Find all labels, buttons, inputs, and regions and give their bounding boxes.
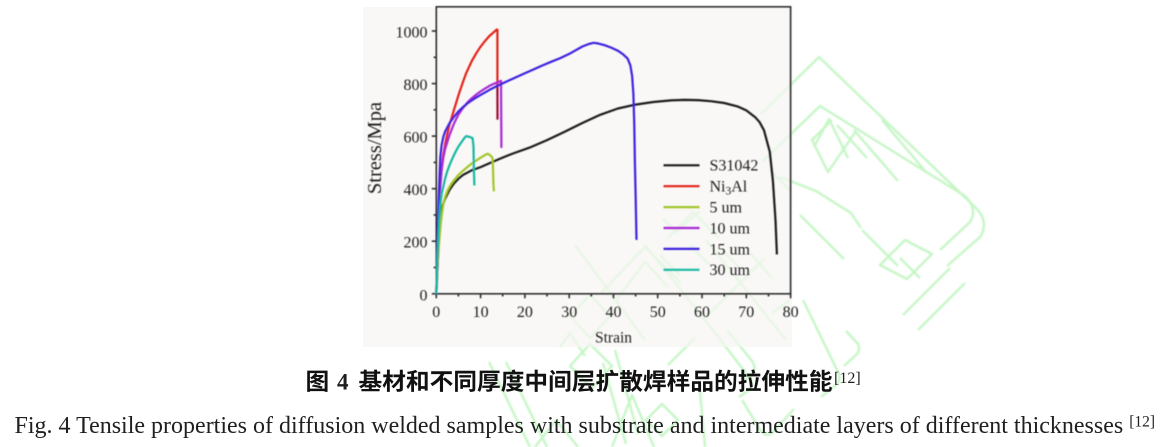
svg-text:10: 10 xyxy=(473,304,489,321)
svg-text:200: 200 xyxy=(404,235,428,252)
svg-text:[12]: [12] xyxy=(834,370,861,387)
svg-text:1000: 1000 xyxy=(396,25,428,42)
svg-text:Stress/Mpa: Stress/Mpa xyxy=(364,102,386,194)
svg-text:5 um: 5 um xyxy=(710,200,743,217)
svg-text:80: 80 xyxy=(783,304,799,321)
svg-text:10 um: 10 um xyxy=(710,220,751,237)
svg-text:Fig. 4 Tensile properties of d: Fig. 4 Tensile properties of diffusion w… xyxy=(15,413,1156,439)
svg-text:50: 50 xyxy=(650,304,666,321)
svg-text:15 um: 15 um xyxy=(710,241,751,258)
svg-text:800: 800 xyxy=(404,77,428,94)
svg-text:70: 70 xyxy=(738,304,754,321)
svg-text:4: 4 xyxy=(337,370,349,395)
svg-text:S31042: S31042 xyxy=(710,158,759,175)
svg-text:Ni3Al: Ni3Al xyxy=(710,179,748,198)
svg-text:20: 20 xyxy=(517,304,533,321)
svg-text:Strain: Strain xyxy=(595,330,632,347)
svg-text:0: 0 xyxy=(432,304,440,321)
svg-text:60: 60 xyxy=(694,304,710,321)
svg-text:40: 40 xyxy=(606,304,622,321)
svg-text:600: 600 xyxy=(404,130,428,147)
svg-text:30: 30 xyxy=(561,304,577,321)
svg-text:30 um: 30 um xyxy=(710,262,751,279)
svg-text:400: 400 xyxy=(404,182,428,199)
svg-text:0: 0 xyxy=(420,287,428,304)
